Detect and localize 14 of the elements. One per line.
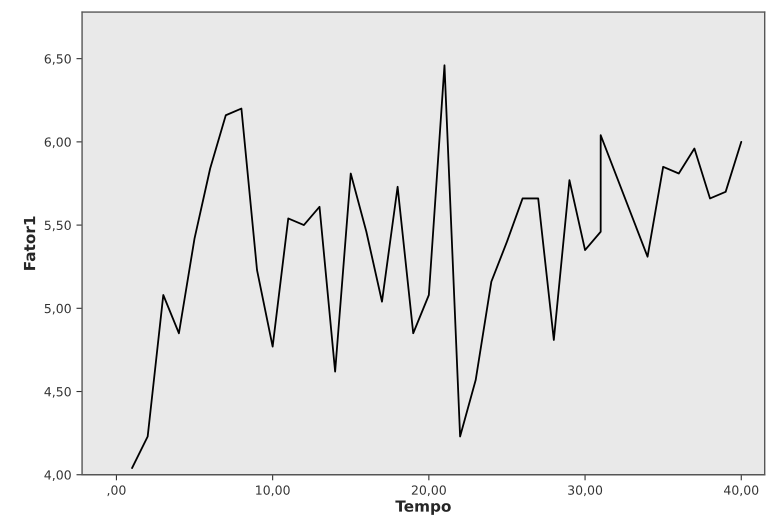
x-tick-label: 20,00 [412, 485, 446, 496]
y-axis-title: Fator1 [24, 216, 36, 270]
y-tick-label: 6,50 [44, 54, 71, 65]
x-tick-label: 10,00 [256, 485, 290, 496]
x-axis-title: Tempo [395, 500, 451, 515]
x-tick-label: ,00 [107, 485, 126, 496]
y-tick-label: 6,00 [44, 137, 71, 148]
y-tick-label: 4,00 [44, 470, 71, 481]
line-series [131, 64, 742, 469]
y-tick-label: 4,50 [44, 387, 71, 398]
y-tick-label: 5,00 [44, 304, 71, 315]
x-tick-label: 40,00 [724, 485, 758, 496]
y-tick-label: 5,50 [44, 220, 71, 232]
x-tick-label: 30,00 [568, 485, 602, 496]
